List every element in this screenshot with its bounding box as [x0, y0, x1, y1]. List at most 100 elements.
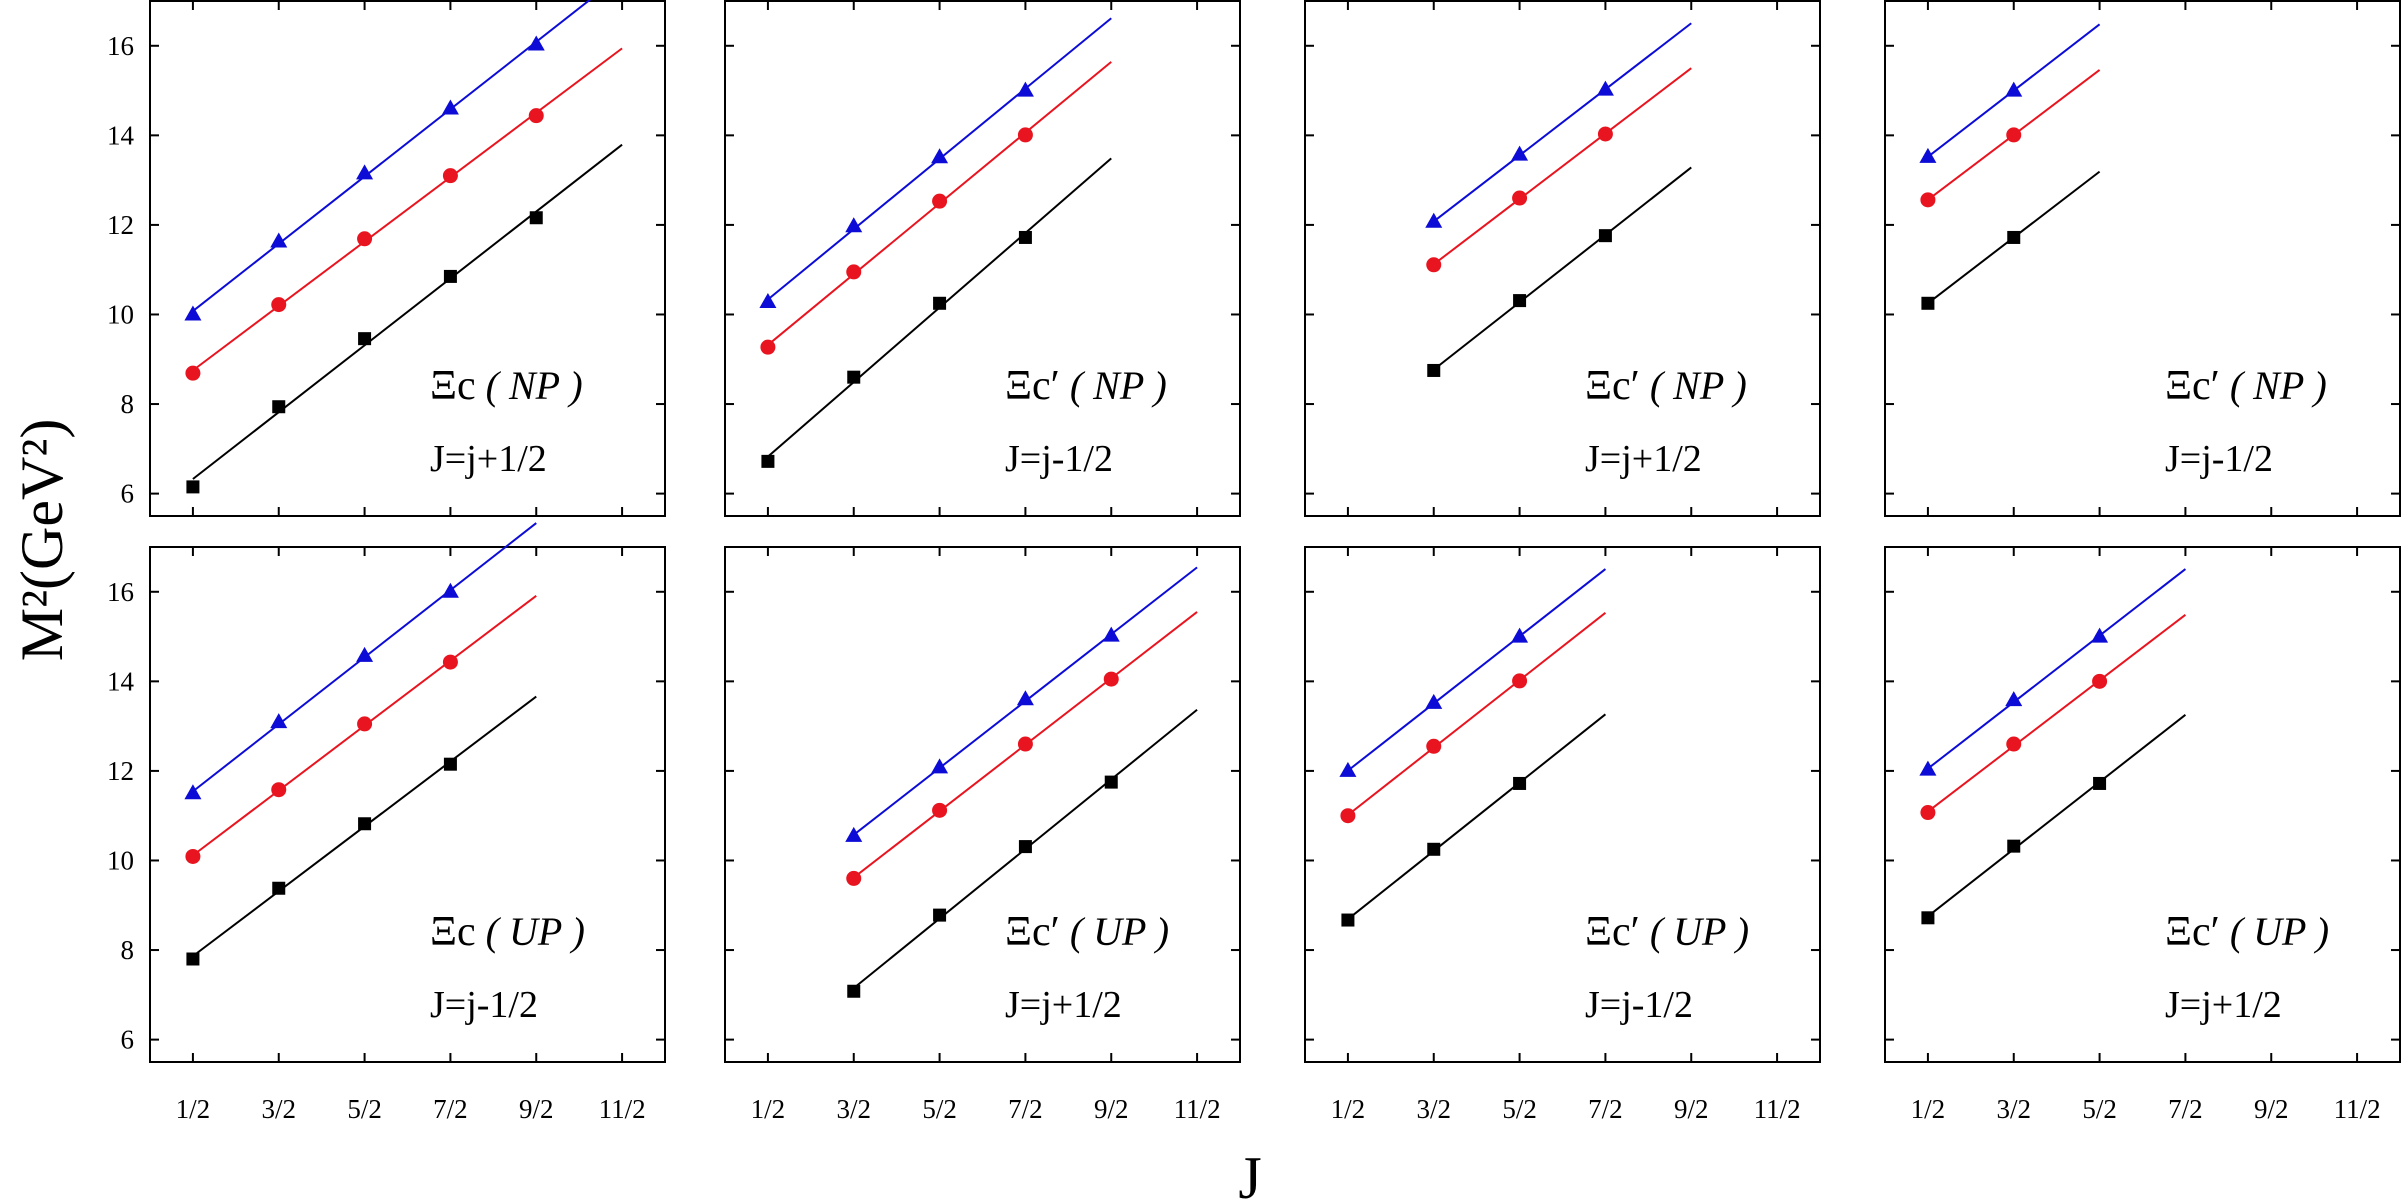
data-point-square	[2007, 839, 2021, 853]
data-point-circle	[846, 870, 862, 886]
data-point-square	[847, 370, 861, 384]
data-point-circle	[271, 297, 287, 313]
data-point-triangle	[2005, 691, 2023, 707]
data-point-square	[1427, 842, 1441, 856]
data-point-square	[1018, 230, 1032, 244]
panels-layer: 6 8 10 12 14 16 Ξc ( NP ) J=j+1/2 Ξc′ ( NP ) J=j-…	[107, 0, 2401, 1124]
trajectory-line	[1927, 568, 2187, 770]
data-point-circle	[1512, 190, 1528, 206]
particle-name: Ξc′	[1005, 363, 1060, 409]
mode-label: ( UP )	[1640, 909, 1749, 954]
data-point-triangle	[1511, 145, 1529, 161]
data-point-circle	[2092, 673, 2108, 689]
mode-label: ( NP )	[2220, 363, 2327, 408]
x-tick-label: 3/2	[1996, 1094, 2031, 1124]
j-relation-label: J=j+1/2	[2165, 984, 2282, 1026]
x-tick-label: 9/2	[2254, 1094, 2289, 1124]
j-relation-label: J=j+1/2	[430, 438, 547, 480]
particle-label: Ξc′ ( UP )	[1585, 909, 1749, 955]
data-point-triangle	[184, 305, 202, 321]
data-point-circle	[1597, 126, 1613, 142]
data-point-circle	[271, 782, 287, 798]
y-tick-label: 10	[107, 845, 134, 875]
data-point-circle	[1920, 805, 1936, 821]
particle-label: Ξc′ ( NP )	[2165, 363, 2327, 409]
x-tick-label: 5/2	[347, 1094, 382, 1124]
trajectory-line	[1347, 612, 1607, 816]
data-point-circle	[2006, 736, 2022, 752]
x-axis-title: J	[1238, 1145, 1261, 1203]
data-point-square	[529, 211, 543, 225]
trajectory-line	[192, 0, 592, 312]
trajectory-line	[1433, 166, 1692, 371]
y-tick-label: 10	[107, 299, 134, 329]
data-point-circle	[932, 193, 948, 209]
data-point-circle	[1426, 257, 1442, 273]
y-tick-label: 8	[121, 389, 135, 419]
data-point-square	[847, 984, 861, 998]
data-point-triangle	[270, 713, 288, 729]
x-tick-label: 7/2	[2168, 1094, 2203, 1124]
data-point-triangle	[1919, 147, 1937, 163]
data-point-square	[1104, 775, 1118, 789]
x-tick-label: 11/2	[1174, 1094, 1221, 1124]
j-relation-label: J=j-1/2	[2165, 438, 2273, 480]
data-point-square	[933, 908, 947, 922]
trajectory-line	[1347, 713, 1607, 921]
data-point-circle	[1920, 192, 1936, 208]
data-point-square	[272, 881, 286, 895]
y-tick-label: 12	[107, 210, 134, 240]
panel-top-3: Ξc′ ( NP ) J=j+1/2	[1304, 0, 1821, 517]
data-point-square	[1427, 363, 1441, 377]
x-tick-label: 1/2	[1331, 1094, 1366, 1124]
j-relation-label: J=j+1/2	[1005, 984, 1122, 1026]
x-tick-label: 5/2	[1502, 1094, 1537, 1124]
plot-frame	[1304, 0, 1821, 517]
data-point-triangle	[2005, 81, 2023, 97]
particle-label: Ξc ( UP )	[430, 909, 585, 955]
plot-frame	[724, 546, 1241, 1063]
x-tick-label: 5/2	[922, 1094, 957, 1124]
data-point-square	[272, 400, 286, 414]
y-tick-label: 16	[107, 577, 134, 607]
data-point-circle	[760, 339, 776, 355]
data-point-circle	[1340, 808, 1356, 824]
data-point-square	[186, 480, 200, 494]
particle-label: Ξc′ ( UP )	[1005, 909, 1169, 955]
x-tick-label: 9/2	[1674, 1094, 1709, 1124]
j-relation-label: J=j-1/2	[430, 984, 538, 1026]
x-tick-label: 3/2	[261, 1094, 296, 1124]
data-point-triangle	[1016, 81, 1034, 97]
data-point-square	[1341, 913, 1355, 927]
mode-label: ( UP )	[476, 909, 585, 954]
j-relation-label: J=j+1/2	[1585, 438, 1702, 480]
x-tick-label: 5/2	[2082, 1094, 2117, 1124]
x-tick-label: 11/2	[599, 1094, 646, 1124]
data-point-square	[933, 296, 947, 310]
data-point-triangle	[759, 292, 777, 308]
x-tick-label: 3/2	[1416, 1094, 1451, 1124]
data-point-triangle	[2091, 627, 2109, 643]
x-tick-label: 1/2	[1911, 1094, 1946, 1124]
particle-name: Ξc	[430, 909, 476, 955]
y-tick-label: 6	[121, 1025, 135, 1055]
data-point-circle	[185, 365, 201, 381]
panel-top-4: Ξc′ ( NP ) J=j-1/2	[1884, 0, 2401, 517]
y-tick-label: 16	[107, 31, 134, 61]
y-axis-title: M²(GeV²)	[9, 419, 75, 662]
data-point-triangle	[845, 217, 863, 233]
data-point-circle	[1017, 736, 1033, 752]
panel-bottom-4: 1/2 3/2 5/2 7/2 9/2 11/2 Ξc′ ( UP ) J=j+1/2	[1884, 546, 2401, 1124]
mode-label: ( UP )	[1060, 909, 1169, 954]
data-point-square	[1513, 294, 1527, 308]
plot-frame	[1304, 546, 1821, 1063]
x-tick-label: 9/2	[1094, 1094, 1129, 1124]
data-point-triangle	[356, 164, 374, 180]
data-point-circle	[442, 168, 458, 184]
trajectory-line	[1433, 22, 1692, 223]
data-point-triangle	[1596, 80, 1614, 96]
particle-label: Ξc′ ( NP )	[1585, 363, 1747, 409]
data-point-triangle	[1425, 212, 1443, 228]
data-point-square	[443, 269, 457, 283]
